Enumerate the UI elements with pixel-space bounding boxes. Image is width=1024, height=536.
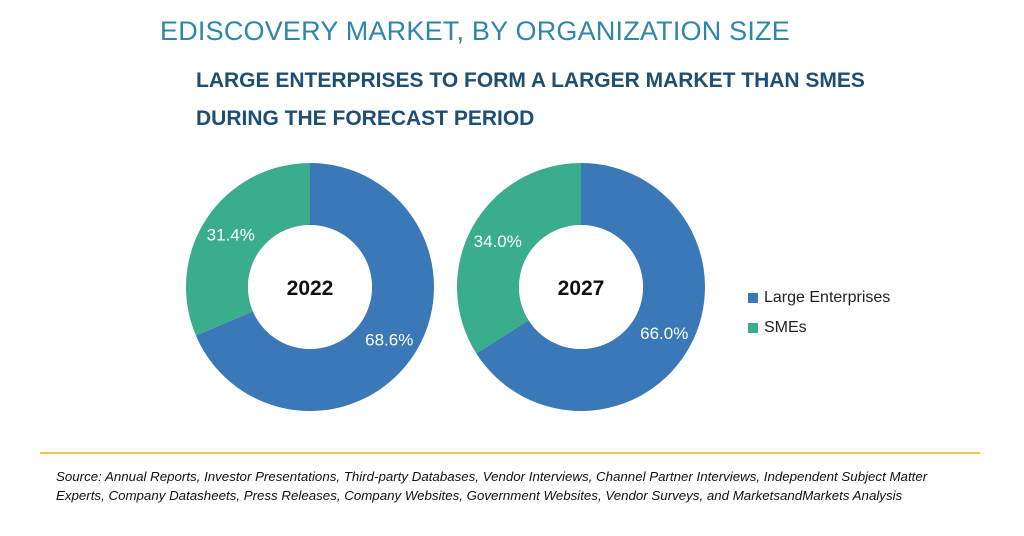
slice-label: 34.0%: [474, 232, 522, 251]
chart-title: EDISCOVERY MARKET, BY ORGANIZATION SIZE: [160, 16, 790, 46]
donut-center-label: 2022: [287, 277, 334, 300]
donut-hole: [519, 225, 643, 349]
legend-label: Large Enterprises: [764, 289, 891, 306]
legend-label: SMEs: [764, 319, 807, 336]
slice-label: 31.4%: [207, 226, 255, 245]
slice-large-enterprises-2022: [195, 163, 434, 411]
donut-hole: [248, 225, 372, 349]
donut-charts: 68.6% 31.4% 2022 66.0% 34.0% 2027: [185, 163, 705, 411]
legend-item-large-enterprises: Large Enterprises: [748, 283, 890, 313]
slice-smes-2022: [185, 163, 310, 336]
legend-swatch-smes: [748, 323, 758, 333]
slice-label: 66.0%: [640, 324, 688, 343]
slice-smes-2027: [457, 163, 581, 354]
divider: [40, 452, 980, 454]
chart-subtitle: LARGE ENTERPRISES TO FORM A LARGER MARKE…: [196, 69, 865, 130]
slice-label: 68.6%: [365, 330, 413, 349]
legend-swatch-large-enterprises: [748, 293, 758, 303]
source-note: Source: Annual Reports, Investor Present…: [56, 469, 928, 503]
donut-center-label: 2027: [558, 277, 605, 300]
slice-large-enterprises-2027: [476, 163, 705, 411]
legend-item-smes: SMEs: [748, 313, 890, 343]
legend: Large Enterprises SMEs: [748, 283, 890, 343]
